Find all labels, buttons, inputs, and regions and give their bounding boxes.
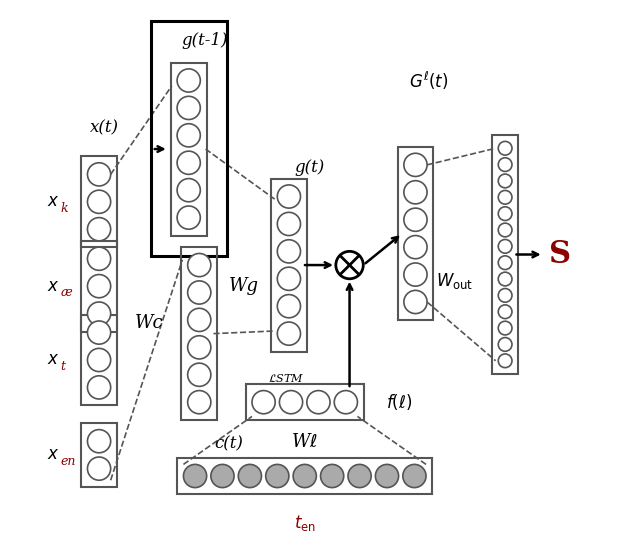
Text: $f(\ell)$: $f(\ell)$ xyxy=(386,392,413,412)
Circle shape xyxy=(498,338,512,351)
Circle shape xyxy=(307,391,330,414)
Circle shape xyxy=(404,291,427,314)
Circle shape xyxy=(177,206,200,229)
Circle shape xyxy=(277,185,301,208)
Circle shape xyxy=(211,464,234,488)
Circle shape xyxy=(498,223,512,237)
Circle shape xyxy=(277,295,301,318)
Text: W$\ell$: W$\ell$ xyxy=(291,433,318,451)
Circle shape xyxy=(498,256,512,270)
Text: $x$: $x$ xyxy=(47,193,60,210)
Circle shape xyxy=(498,354,512,368)
Circle shape xyxy=(277,212,301,235)
Circle shape xyxy=(188,391,211,414)
Text: $t_\mathrm{en}$: $t_\mathrm{en}$ xyxy=(294,513,316,533)
Circle shape xyxy=(177,96,200,120)
Circle shape xyxy=(188,308,211,331)
Circle shape xyxy=(277,240,301,263)
Circle shape xyxy=(188,281,211,304)
Circle shape xyxy=(293,464,316,488)
Text: t: t xyxy=(61,360,66,373)
Circle shape xyxy=(498,142,512,155)
Circle shape xyxy=(177,69,200,92)
Circle shape xyxy=(404,263,427,286)
Circle shape xyxy=(336,251,363,279)
Text: g(t): g(t) xyxy=(295,159,325,176)
Circle shape xyxy=(404,153,427,176)
Circle shape xyxy=(498,174,512,188)
Text: k: k xyxy=(61,202,68,214)
Circle shape xyxy=(184,464,206,488)
Circle shape xyxy=(177,178,200,202)
Circle shape xyxy=(404,235,427,259)
Circle shape xyxy=(188,363,211,386)
Circle shape xyxy=(177,151,200,174)
Circle shape xyxy=(266,464,289,488)
Circle shape xyxy=(498,240,512,253)
Circle shape xyxy=(404,181,427,204)
Circle shape xyxy=(87,376,110,399)
Circle shape xyxy=(334,391,358,414)
Circle shape xyxy=(87,218,110,241)
Circle shape xyxy=(403,464,426,488)
Circle shape xyxy=(277,267,301,291)
Circle shape xyxy=(498,305,512,318)
Circle shape xyxy=(188,336,211,359)
Circle shape xyxy=(498,207,512,220)
Circle shape xyxy=(87,163,110,186)
Text: æ: æ xyxy=(61,286,73,299)
Text: $x$: $x$ xyxy=(47,352,60,368)
Circle shape xyxy=(87,321,110,344)
Circle shape xyxy=(498,190,512,204)
Circle shape xyxy=(252,391,275,414)
Circle shape xyxy=(177,124,200,147)
Text: c(t): c(t) xyxy=(214,436,242,453)
Text: S: S xyxy=(549,239,572,270)
Text: $W_\mathrm{out}$: $W_\mathrm{out}$ xyxy=(436,271,474,291)
Circle shape xyxy=(498,288,512,302)
Text: g(t-1): g(t-1) xyxy=(181,33,228,49)
Circle shape xyxy=(87,457,110,480)
Circle shape xyxy=(87,190,110,213)
Circle shape xyxy=(188,254,211,277)
Circle shape xyxy=(404,208,427,232)
Circle shape xyxy=(280,391,303,414)
Circle shape xyxy=(87,348,110,371)
Circle shape xyxy=(348,464,371,488)
Text: $\mathcal{L}$STM: $\mathcal{L}$STM xyxy=(268,373,304,384)
Circle shape xyxy=(238,464,262,488)
Text: en: en xyxy=(61,455,76,468)
Circle shape xyxy=(87,247,110,270)
Circle shape xyxy=(498,158,512,172)
Text: $G^\ell(t)$: $G^\ell(t)$ xyxy=(409,70,448,92)
Text: $x$: $x$ xyxy=(47,446,60,464)
Text: Wg: Wg xyxy=(229,277,259,295)
Text: $x$: $x$ xyxy=(47,278,60,295)
Circle shape xyxy=(498,272,512,286)
Text: Wc: Wc xyxy=(135,314,164,332)
Circle shape xyxy=(87,274,110,298)
Circle shape xyxy=(498,321,512,335)
Circle shape xyxy=(87,302,110,325)
Circle shape xyxy=(321,464,343,488)
Circle shape xyxy=(277,322,301,345)
Circle shape xyxy=(375,464,399,488)
Text: x(t): x(t) xyxy=(90,120,119,137)
Circle shape xyxy=(87,429,110,453)
